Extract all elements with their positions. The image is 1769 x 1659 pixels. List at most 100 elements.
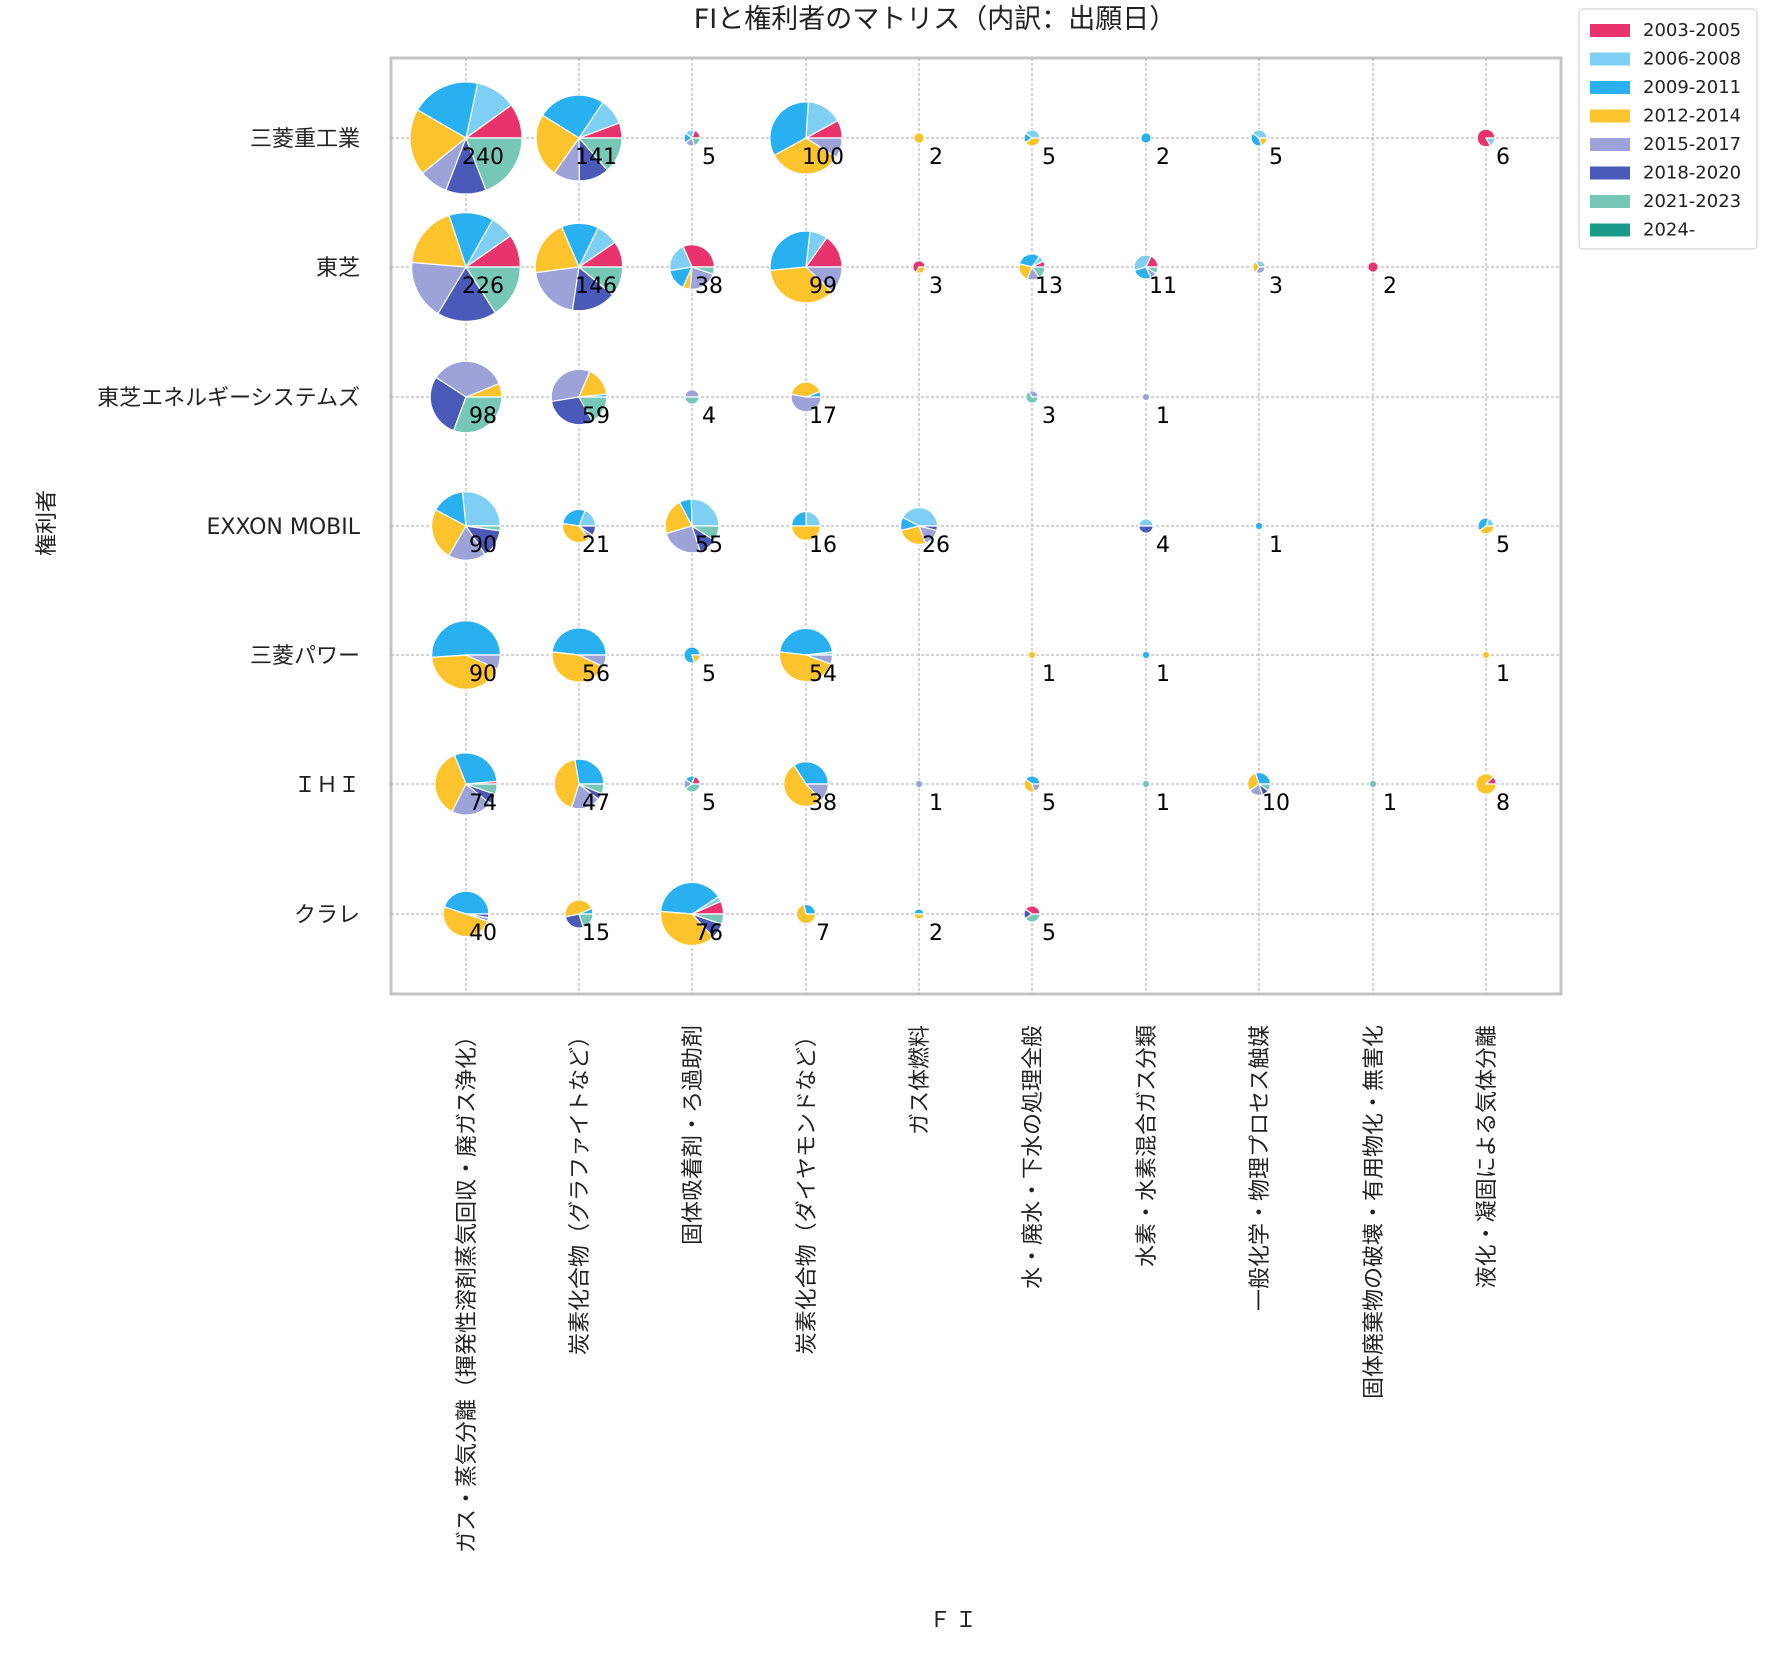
pie-slice [914,133,924,143]
column-label: 炭素化合物（ダイヤモンドなど） [795,1025,820,1354]
pie-total-label: 1 [1383,791,1397,816]
pie-cell [1024,776,1040,792]
column-label: 一般化学・物理プロセス触媒 [1248,1025,1273,1311]
pie-slice [770,231,810,270]
pie-total-label: 240 [462,145,504,170]
column-label: ガス・蒸気分離（揮発性溶剤蒸気回収・廃ガス浄化） [455,1025,480,1553]
pie-total-label: 226 [462,274,504,299]
row-label: 東芝 [316,256,360,281]
pie-slice [1368,262,1378,272]
pie-total-label: 56 [582,662,610,687]
column-label: ガス体燃料 [908,1025,933,1135]
pie-slice [1255,522,1262,529]
pie-total-label: 90 [469,533,497,558]
legend-swatch [1590,81,1630,94]
pie-cell [1251,130,1267,146]
pie-total-label: 1 [1156,404,1170,429]
row-label: EXXON MOBIL [206,515,360,540]
pie-slice [1141,133,1151,143]
pie-cell [1024,906,1040,922]
chart-title: FIと権利者のマトリス（内訳：出願日） [694,4,1177,35]
pie-total-label: 7 [816,921,830,946]
legend-label: 2018-2020 [1643,163,1741,184]
pie-total-label: 55 [695,533,723,558]
pie-total-label: 38 [809,791,837,816]
pie-cell [684,130,700,146]
pie-slice [914,909,924,914]
row-label: 三菱パワー [250,644,360,669]
pie-slice [552,628,606,655]
pie-slice [536,267,579,310]
legend-frame [1579,9,1757,249]
column-label: 固体廃棄物の破壊・有用物化・無害化 [1362,1025,1387,1399]
pie-total-label: 5 [1496,533,1510,558]
pie-cell [1142,651,1149,658]
legend-label: 2012-2014 [1643,106,1741,127]
legend-swatch [1590,195,1630,208]
pie-total-label: 1 [1156,662,1170,687]
legend-swatch [1590,167,1630,180]
pie-total-label: 54 [809,662,837,687]
legend-label: 2003-2005 [1643,20,1741,41]
pie-slice [1139,519,1153,526]
pie-cell [914,133,924,143]
legend-swatch [1590,224,1630,237]
row-label: 東芝エネルギーシステムズ [97,386,360,411]
pie-cell [1368,262,1378,272]
pie-total-label: 4 [702,404,716,429]
pie-total-label: 26 [922,533,950,558]
row-labels: 三菱重工業東芝東芝エネルギーシステムズEXXON MOBIL三菱パワーＩＨＩクラ… [97,127,361,928]
pie-cell [1028,651,1035,658]
pie-cell [914,909,924,919]
pie-slice [1482,651,1489,658]
pie-cell [1369,780,1376,787]
pie-cell [1482,651,1489,658]
pie-total-label: 5 [702,662,716,687]
pie-total-label: 40 [469,921,497,946]
pie-total-label: 100 [802,145,844,170]
column-labels: ガス・蒸気分離（揮発性溶剤蒸気回収・廃ガス浄化） 炭素化合物（グラファイトなど） 固… [455,1025,1500,1553]
pie-slice [1139,526,1153,533]
pie-slice [1142,651,1149,658]
pie-total-label: 5 [1042,145,1056,170]
pie-total-label: 1 [1496,662,1510,687]
pie-slice [432,621,501,658]
pie-total-label: 146 [575,274,617,299]
pie-slice [575,759,604,784]
pie-total-label: 5 [1269,145,1283,170]
pie-cell [684,647,700,663]
pie-total-label: 10 [1262,791,1290,816]
legend: 2003-20052006-20082009-20112012-20142015… [1579,9,1757,249]
pie-cell [915,780,922,787]
pie-total-label: 5 [1042,791,1056,816]
pie-cell [1024,130,1040,146]
y-axis-title: 権利者 [35,490,60,556]
column-label: 液化・凝固による気体分離 [1475,1025,1500,1288]
pie-slice [685,397,699,404]
pie-slice [1142,393,1149,400]
legend-swatch [1590,138,1630,151]
pie-total-label: 5 [702,145,716,170]
pie-slice [1142,780,1149,787]
pie-total-label: 3 [929,274,943,299]
pie-cell [1477,129,1495,147]
pie-total-label: 59 [582,404,610,429]
pie-slice [792,512,806,526]
pie-cell [1476,774,1496,794]
pie-cell [913,261,926,274]
pie-total-label: 90 [469,662,497,687]
pie-total-label: 47 [582,791,610,816]
pie-cell [685,390,699,404]
column-label: 固体吸着剤・ろ過助剤 [681,1025,706,1245]
pie-total-label: 5 [702,791,716,816]
pie-total-label: 38 [695,274,723,299]
pie-total-label: 4 [1156,533,1170,558]
pie-slice [914,914,924,919]
column-label: 炭素化合物（グラファイトなど） [568,1025,593,1355]
pie-cell [1253,261,1266,274]
pie-total-label: 15 [582,921,610,946]
pie-total-label: 99 [809,274,837,299]
pie-slice [780,628,833,655]
pie-cell [1142,780,1149,787]
pie-total-label: 2 [1383,274,1397,299]
